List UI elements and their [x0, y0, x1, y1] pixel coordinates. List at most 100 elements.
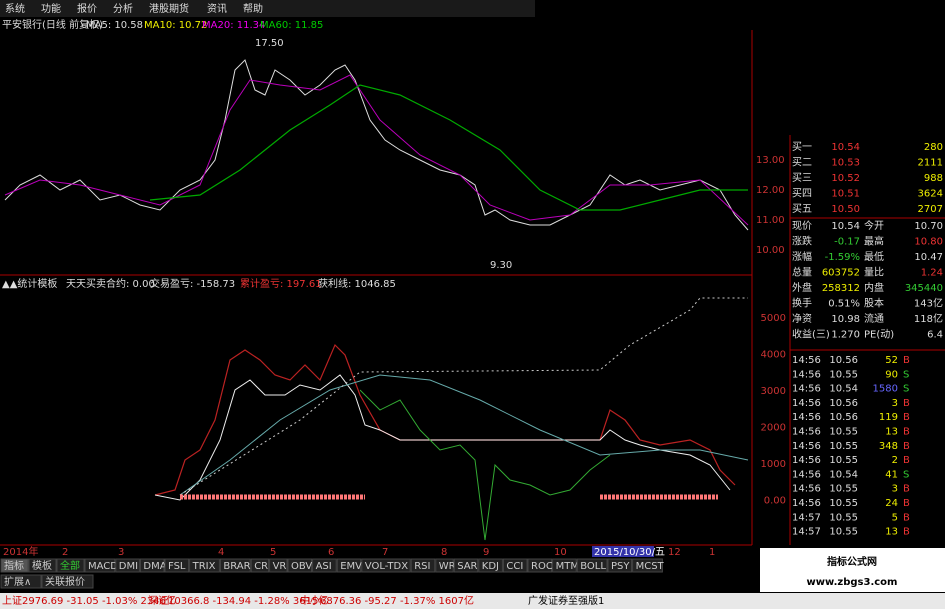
quote-volume: 280	[924, 142, 943, 153]
indicator-header: 获利线: 1046.85	[318, 277, 396, 290]
ma-line	[149, 84, 748, 211]
tab-label[interactable]: ASI	[316, 561, 332, 572]
tab[interactable]	[552, 558, 577, 573]
tab-label[interactable]: OBV	[291, 561, 312, 572]
menu-item[interactable]: 资讯	[207, 3, 227, 15]
menu-item[interactable]: 港股期货	[149, 2, 189, 15]
menu-item[interactable]: 报价	[77, 2, 97, 15]
tick-side: B	[903, 498, 910, 509]
tick-volume: 3	[892, 484, 898, 495]
ma-label: MA20: 11.34	[202, 20, 265, 31]
tab[interactable]	[607, 558, 633, 573]
tab-label[interactable]: MCST	[636, 561, 665, 572]
tab[interactable]	[576, 558, 608, 573]
date-axis-label: 12	[668, 547, 681, 558]
tab[interactable]	[527, 558, 553, 573]
subtab[interactable]	[0, 574, 42, 589]
indicator-axis-label: 5000	[761, 313, 786, 324]
tab[interactable]	[189, 558, 220, 573]
subtab-label[interactable]: 扩展∧	[4, 575, 31, 588]
tick-time: 14:56	[792, 498, 821, 509]
tab-label[interactable]: CCI	[506, 561, 523, 572]
tab-label[interactable]: DMI	[119, 561, 138, 572]
date-axis-label: 2015/10/30/五	[594, 547, 665, 558]
tab[interactable]	[219, 558, 251, 573]
tick-time: 14:56	[792, 427, 821, 438]
tick-side: B	[903, 455, 910, 466]
tab-label[interactable]: BOLL	[580, 561, 606, 572]
tab[interactable]	[28, 558, 57, 573]
tab[interactable]	[139, 558, 165, 573]
menu-item[interactable]: 系统	[5, 2, 25, 15]
tab[interactable]	[336, 558, 362, 573]
stat-value: 345440	[905, 283, 943, 294]
menu-bar	[0, 0, 535, 17]
tab-label[interactable]: KDJ	[482, 561, 499, 572]
menu-item[interactable]: 帮助	[243, 2, 263, 15]
tab-label[interactable]: BRAR	[223, 561, 250, 572]
tab[interactable]	[312, 558, 337, 573]
tab[interactable]	[250, 558, 270, 573]
tab[interactable]	[502, 558, 528, 573]
tick-price: 10.55	[829, 484, 858, 495]
quote-label: 买二	[792, 157, 812, 169]
tick-volume: 5	[892, 512, 898, 523]
watermark-title: 指标公式网	[827, 555, 877, 568]
subtab-label[interactable]: 关联报价	[45, 575, 85, 588]
tick-time: 14:56	[792, 484, 821, 495]
tab-label[interactable]: CR	[254, 561, 268, 572]
tab[interactable]	[164, 558, 190, 573]
tab-label[interactable]: FSL	[168, 561, 186, 572]
stat-label: 今开	[864, 219, 884, 232]
tab-label[interactable]: RSI	[414, 561, 430, 572]
tab-label[interactable]: MACD	[88, 561, 118, 572]
status-item: 上证2976.69 -31.05 -1.03% 2346亿	[2, 594, 176, 607]
tab[interactable]	[410, 558, 436, 573]
tab[interactable]	[361, 558, 411, 573]
high-annotation: 17.50	[255, 38, 284, 49]
status-item: 深证10366.8 -134.94 -1.28% 3615亿	[148, 594, 328, 607]
tab[interactable]	[287, 558, 313, 573]
tab-label[interactable]: 模板	[32, 559, 52, 572]
tab-label[interactable]: 全部	[60, 559, 80, 572]
menu-item[interactable]: 分析	[113, 2, 133, 15]
tab-label[interactable]: TRIX	[192, 561, 216, 572]
subtab[interactable]	[41, 574, 94, 589]
tab-label[interactable]: WR	[439, 561, 456, 572]
tab[interactable]	[56, 558, 85, 573]
tab[interactable]	[115, 558, 140, 573]
price-line	[4, 59, 749, 231]
tab[interactable]	[435, 558, 454, 573]
date-cursor	[592, 546, 654, 557]
stat-label: 收益(三)	[792, 328, 830, 341]
stat-label: 外盘	[792, 281, 812, 294]
tab-label[interactable]: ROC	[531, 561, 553, 572]
tab-label[interactable]: VOL-TDX	[365, 561, 408, 572]
menu-item[interactable]: 功能	[41, 2, 61, 15]
tick-volume: 119	[879, 412, 898, 423]
date-axis-label: 2014年	[3, 545, 38, 558]
tab-label[interactable]: PSY	[611, 561, 630, 572]
indicator-header: ▲▲统计模板	[2, 277, 57, 290]
stat-value: 603752	[822, 268, 860, 279]
tab[interactable]	[632, 558, 663, 573]
tab-label[interactable]: MTM	[556, 561, 579, 572]
quote-volume: 2111	[918, 158, 943, 169]
tab-label[interactable]: VR	[273, 561, 287, 572]
indicator-line	[179, 374, 749, 496]
tab[interactable]	[453, 558, 479, 573]
tab[interactable]	[269, 558, 288, 573]
tick-volume: 52	[885, 355, 898, 366]
tick-side: S	[903, 369, 909, 380]
price-axis-label: 13.00	[756, 155, 785, 166]
tab-label[interactable]: SAR	[457, 561, 477, 572]
tab-label[interactable]: 指标	[4, 559, 24, 572]
tab[interactable]	[84, 558, 116, 573]
tick-price: 10.56	[829, 355, 858, 366]
tab-label[interactable]: DMA	[143, 561, 166, 572]
tab[interactable]	[0, 558, 29, 573]
tab-label[interactable]: EMV	[340, 561, 362, 572]
stat-label: 股本	[864, 297, 884, 310]
low-annotation: 9.30	[490, 260, 512, 271]
tab[interactable]	[478, 558, 503, 573]
